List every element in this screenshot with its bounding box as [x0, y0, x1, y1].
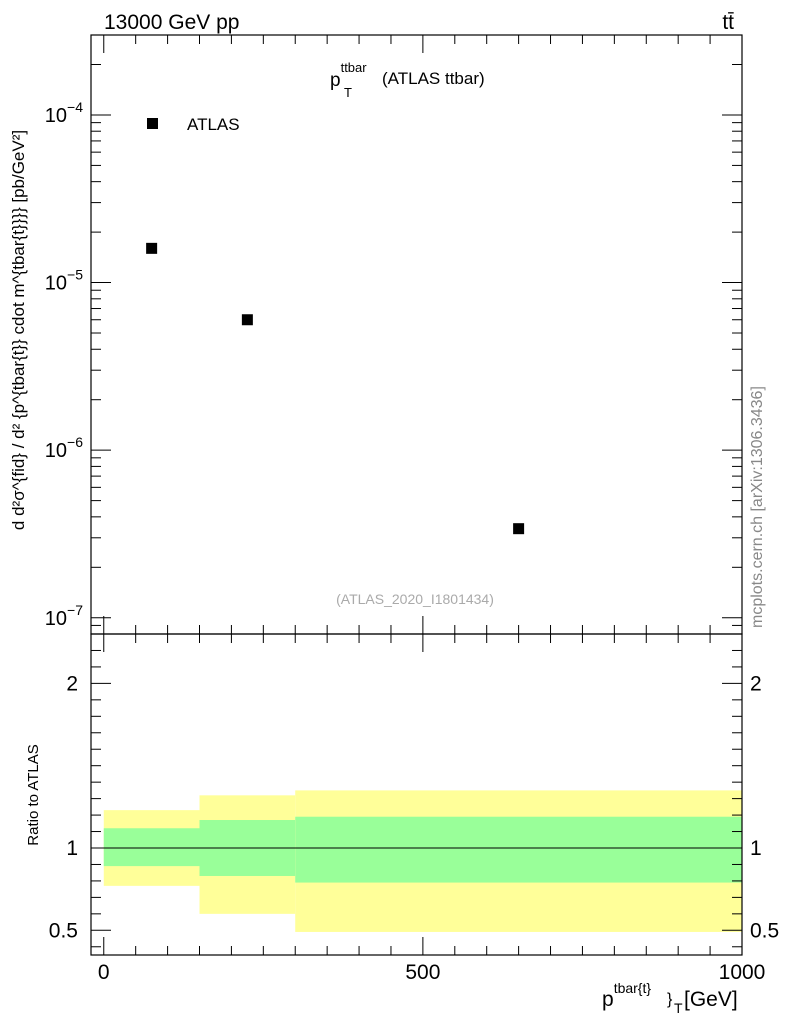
ratio-panel-frame [90, 633, 743, 956]
ratio-y-axis-title: Ratio to ATLAS [25, 744, 42, 845]
main-data-points [146, 242, 525, 535]
ratio-y-tick-label-left: 2 [66, 672, 78, 695]
main-y-tick-label-exponent: −7 [67, 602, 83, 618]
x-axis-title-subscript: T [674, 1000, 683, 1016]
ratio-band-inner [295, 816, 742, 883]
analysis-label: (ATLAS_2020_I1801434) [336, 591, 494, 607]
header-right-text: tt̄ [722, 11, 734, 34]
ratio-y-tick-label-right: 1 [750, 837, 762, 860]
x-tick-label: 0 [98, 961, 110, 984]
ratio-bands [103, 790, 742, 932]
x-tick-label: 1000 [719, 961, 766, 984]
x-tick-label: 500 [405, 961, 440, 984]
main-title-symbol: p [330, 70, 341, 91]
main-y-axis-title: d d²σ^{fid} / d² {p^{tbar{t}} cdot m^{tb… [9, 130, 28, 530]
x-axis-title-superscript: tbar{t} [614, 980, 652, 996]
main-y-tick-label-base: 10 [45, 440, 67, 462]
main-title: pttbar [330, 60, 367, 91]
main-title-subscript: T [344, 85, 352, 100]
main-y-tick-label: 10−5 [45, 267, 83, 295]
data-point-atlas [241, 314, 253, 326]
x-axis-title-symbol: p [602, 988, 614, 1011]
main-y-tick-label-base: 10 [45, 608, 67, 630]
main-title-superscript: ttbar [341, 60, 368, 75]
ratio-y-tick-label-right: 2 [750, 672, 762, 695]
ratio-y-tick-label-left: 1 [66, 837, 78, 860]
x-axis-title: ptbar{t} [602, 980, 651, 1011]
main-axis-ticks [91, 35, 743, 635]
header-left-text: 13000 GeV pp [104, 11, 239, 34]
main-y-tick-labels: 10−710−610−510−4 [45, 99, 83, 630]
data-point-atlas [146, 242, 158, 254]
main-y-tick-label-exponent: −5 [67, 267, 83, 283]
main-y-tick-label-base: 10 [45, 105, 67, 127]
main-y-tick-label-exponent: −6 [67, 434, 83, 450]
side-label: mcplots.cern.ch [arXiv:1306.3436] [749, 386, 766, 628]
x-axis-title-unit: [GeV] [684, 988, 738, 1011]
main-panel: 10−710−610−510−4 pttbar T (ATLAS ttbar) … [9, 34, 743, 635]
main-title-rest: (ATLAS ttbar) [382, 69, 485, 88]
ratio-band-inner [103, 828, 200, 867]
legend-marker-atlas [147, 118, 158, 129]
main-y-tick-label: 10−6 [45, 434, 83, 462]
ratio-y-tick-label-left: 0.5 [49, 919, 78, 942]
ratio-tick-labels: 0.5 0.5 1 1 2 2 0 500 1000 [49, 672, 779, 984]
x-axis-title-brace: } [667, 991, 673, 1008]
legend-label-atlas: ATLAS [187, 115, 240, 134]
main-y-tick-label: 10−4 [45, 99, 83, 127]
main-y-tick-label-exponent: −4 [67, 99, 83, 115]
main-y-tick-label-base: 10 [45, 273, 67, 295]
data-point-atlas [513, 523, 525, 535]
main-y-tick-label: 10−7 [45, 602, 83, 630]
ratio-axis-ticks [91, 634, 743, 955]
ratio-y-tick-label-right: 0.5 [750, 919, 779, 942]
ratio-panel: 0.5 0.5 1 1 2 2 0 500 1000 Ratio to ATLAS ptbar{… [25, 633, 779, 1016]
